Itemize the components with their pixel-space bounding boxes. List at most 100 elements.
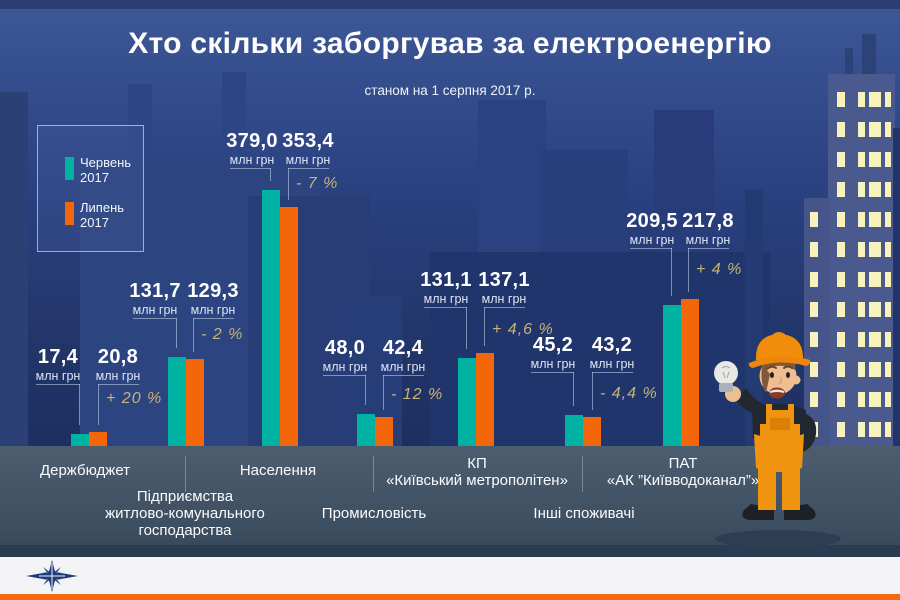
category-label: Промисловість <box>321 505 427 522</box>
lit-window <box>837 422 845 437</box>
lit-window <box>869 212 881 227</box>
leader-line <box>630 248 672 249</box>
change-label: + 4 % <box>696 261 743 278</box>
lit-window <box>885 392 891 407</box>
building-silhouette <box>893 128 900 557</box>
value-number: 129,3 <box>187 280 239 302</box>
lit-window <box>869 92 881 107</box>
value-unit: млн грн <box>423 292 469 306</box>
lit-window <box>885 122 891 137</box>
lit-window <box>885 152 891 167</box>
lit-window <box>885 302 891 317</box>
value-number: 20,8 <box>97 346 139 368</box>
category-divider <box>373 456 374 492</box>
leader-line <box>424 307 467 308</box>
value-unit: млн грн <box>530 357 576 371</box>
lit-window <box>858 152 865 167</box>
bar-july <box>280 207 298 446</box>
value-unit: млн грн <box>190 303 236 317</box>
change-label: - 4,4 % <box>600 385 658 402</box>
bar-july <box>583 417 601 446</box>
leader-line <box>133 318 177 319</box>
lit-window <box>837 272 845 287</box>
category-label: Держбюджет <box>39 462 131 479</box>
top-strip <box>0 0 900 9</box>
bar-july <box>681 299 699 446</box>
value-label-june: 17,4 млн грн <box>3 346 113 384</box>
page-subtitle: станом на 1 серпня 2017 р. <box>364 83 536 98</box>
lit-window <box>869 122 881 137</box>
leader-line <box>365 375 366 405</box>
leader-line <box>288 168 329 169</box>
bar-june <box>565 415 583 446</box>
lit-window <box>869 182 881 197</box>
chimney <box>845 48 853 78</box>
change-label: - 12 % <box>391 386 444 403</box>
lit-window <box>885 272 891 287</box>
leader-line <box>193 318 194 352</box>
category-label: Населення <box>239 462 317 479</box>
value-number: 217,8 <box>682 210 734 232</box>
category-divider <box>582 456 583 492</box>
leader-line <box>36 384 80 385</box>
lit-window <box>858 122 865 137</box>
bar-july <box>186 359 204 446</box>
leader-line <box>270 168 271 181</box>
change-label: - 2 % <box>201 326 244 343</box>
change-label: + 4,6 % <box>492 321 554 338</box>
value-label-june: 48,0 млн грн <box>290 337 400 375</box>
value-number: 17,4 <box>37 346 79 368</box>
bar-july <box>89 432 107 446</box>
lit-window <box>869 422 881 437</box>
value-number: 131,1 <box>420 269 472 291</box>
value-label-june: 131,7 млн грн <box>100 281 210 318</box>
chimney <box>862 34 876 78</box>
lit-window <box>837 362 845 377</box>
lit-window <box>885 212 891 227</box>
value-unit: млн грн <box>95 369 141 383</box>
legend-label-july: Липень 2017 <box>80 200 125 230</box>
value-unit: млн грн <box>132 303 178 317</box>
leader-line <box>531 372 574 373</box>
category-label: КП «Київський метрополітен» <box>386 455 568 489</box>
lit-window <box>810 272 818 287</box>
value-number: 209,5 <box>626 210 678 232</box>
lit-window <box>858 92 865 107</box>
lit-window <box>858 362 865 377</box>
lit-window <box>885 362 891 377</box>
leader-line <box>671 248 672 296</box>
leader-line <box>688 248 689 292</box>
lit-window <box>837 152 845 167</box>
footer: КИЇВЕНЕРГО контакт-центр: 1588 або (044)… <box>0 557 900 594</box>
value-unit: млн грн <box>481 292 527 306</box>
value-number: 48,0 <box>324 337 366 359</box>
leader-line <box>323 375 366 376</box>
lit-window <box>810 302 818 317</box>
page-title: Хто скільки заборгував за електроенергію <box>128 27 772 60</box>
leader-line <box>573 372 574 406</box>
lit-window <box>869 242 881 257</box>
leader-line <box>98 384 139 385</box>
value-unit: млн грн <box>229 153 275 167</box>
leader-line <box>484 307 525 308</box>
lit-window <box>837 332 845 347</box>
ground-band-shadow <box>0 545 900 557</box>
value-number: 137,1 <box>478 269 530 291</box>
bar-june <box>168 357 186 446</box>
value-unit: млн грн <box>285 153 331 167</box>
leader-line <box>592 372 633 373</box>
lit-window <box>858 422 865 437</box>
leader-line <box>592 372 593 410</box>
lit-window <box>885 422 891 437</box>
value-label-july: 42,4 млн грн <box>348 338 458 375</box>
lit-window <box>858 272 865 287</box>
leader-line <box>79 384 80 425</box>
category-label: Підприємства житлово-комунального господ… <box>105 488 265 539</box>
value-number: 353,4 <box>282 130 334 152</box>
lit-window <box>837 122 845 137</box>
leader-line <box>98 384 99 425</box>
bar-july <box>476 353 494 446</box>
value-label-july: 129,3 млн грн <box>158 280 268 318</box>
lit-window <box>885 182 891 197</box>
lit-window <box>858 392 865 407</box>
